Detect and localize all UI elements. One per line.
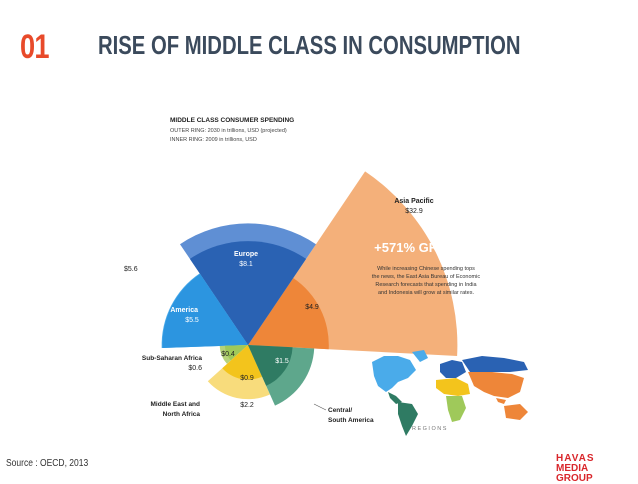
value-ssa-inner: $0.4 [221,351,235,358]
growth-text-1: While increasing Chinese spending tops [377,266,475,272]
map-mena [436,378,470,396]
map-southeast-asia [496,398,506,404]
map-central-america [388,392,402,404]
growth-headline: +571% GROWTH [374,240,478,255]
regions-map [372,350,528,436]
map-ssa [446,396,466,422]
growth-text-3: Research forecasts that spending in Indi… [375,282,477,288]
wedge-sub-saharan-africa-inner [224,345,248,361]
value-csa-outer: $3.3 [301,387,315,394]
value-mena-outer: $2.2 [240,402,254,409]
map-australia [504,404,528,420]
value-asia-inner: $4.9 [305,304,319,311]
label-asia-pacific: Asia Pacific [394,198,433,205]
wedge-middle-east-north-africa-inner [222,345,263,380]
map-label-regions: REGIONS [412,426,448,432]
map-europe [440,360,466,378]
label-europe: Europe [234,251,258,258]
label-mena-2: North Africa [163,411,201,418]
value-csa-inner: $1.5 [275,358,289,365]
map-north-america [372,356,416,392]
map-greenland [412,350,428,362]
csa-leader-line [313,403,327,411]
slide-number: 01 [20,28,49,66]
value-asia-outer: $32.9 [405,208,423,215]
chart-subtitle-inner: INNER RING: 2009 in trillions, USD [170,137,257,143]
source-note: Source : OECD, 2013 [6,458,89,469]
label-csa-2: South America [328,417,374,424]
logo-line-2: MEDIA GROUP [556,463,593,484]
value-ssa-outer: $0.6 [188,365,202,372]
havas-logo: HAVAS MEDIA GROUP [556,454,626,484]
wedge-europe-inner [189,241,307,345]
value-na-inner: $5.5 [185,317,199,324]
value-europe-inner: $8.1 [239,261,253,268]
wedge-north-america-inner [162,274,248,348]
label-mena-1: Middle East and [151,401,201,408]
growth-text-2: the news, the East Asia Bureau of Econom… [372,274,480,280]
label-north-america: North America [150,307,198,314]
chart-subtitle-outer: OUTER RING: 2030 in trillions, USD (proj… [170,128,287,134]
value-mena-inner: $0.9 [240,375,254,382]
map-russia [462,356,528,372]
logo-line-1: HAVAS [556,453,595,464]
wedge-asia-pacific-inner [248,278,329,350]
growth-text-4: and Indonesia will grow at similar rates… [378,290,474,296]
value-na-outer: $5.6 [124,266,138,273]
map-asia [468,372,524,398]
chart-title: MIDDLE CLASS CONSUMER SPENDING [170,117,294,124]
label-csa-1: Central/ [328,407,352,414]
value-europe-outer: $11.1 [236,186,253,193]
page-title: RISE OF MIDDLE CLASS IN CONSUMPTION [98,30,521,60]
map-south-america [398,402,418,436]
wedge-central-south-america-inner [248,345,293,386]
label-sub-saharan-africa: Sub-Saharan Africa [142,355,202,362]
